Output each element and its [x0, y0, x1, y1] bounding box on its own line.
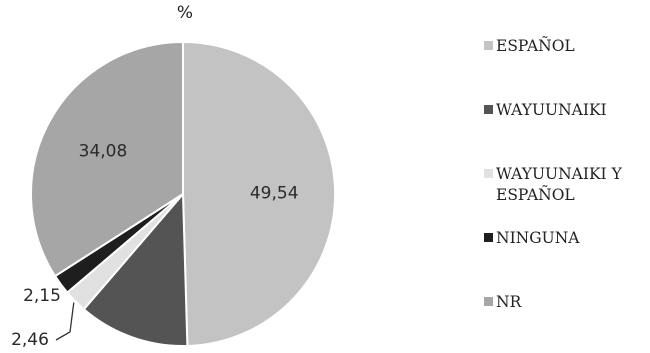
legend-swatch-espa-ol — [484, 41, 493, 50]
legend-label-wayuunaiki-y-espa-ol: WAYUUNAIKI Y ESPAÑOL — [496, 165, 622, 204]
legend-label-ninguna: NINGUNA — [496, 229, 580, 247]
legend-swatch-nr — [484, 297, 493, 306]
legend-swatch-ninguna — [484, 233, 493, 242]
legend-label-espa-ol: ESPAÑOL — [496, 37, 575, 55]
chart-title: % — [176, 3, 194, 23]
pie-slice-nr — [30, 40, 184, 278]
legend-item-nr: NR — [484, 292, 646, 313]
data-label-nr: 34,08 — [79, 141, 128, 161]
legend-item-ninguna: NINGUNA — [484, 228, 646, 249]
legend-label-nr: NR — [496, 293, 522, 311]
legend-item-wayuunaiki-y-espa-ol: WAYUUNAIKI Y ESPAÑOL — [484, 164, 646, 206]
data-label-ninguna: 2,15 — [23, 286, 61, 306]
leader-line-wayuunaiki-y-espa-ol — [55, 302, 75, 341]
legend-swatch-wayuunaiki — [484, 105, 493, 114]
legend-item-espa-ol: ESPAÑOL — [484, 36, 646, 57]
pie-slice-wayuunaiki — [82, 191, 189, 347]
pie-slice-espa-ol — [182, 40, 337, 347]
data-label-wayuunaiki-y-espa-ol: 2,46 — [11, 330, 49, 350]
legend-item-wayuunaiki: WAYUUNAIKI — [484, 100, 646, 121]
legend-label-wayuunaiki: WAYUUNAIKI — [496, 101, 607, 119]
data-label-espa-ol: 49,54 — [250, 184, 299, 204]
legend-swatch-wayuunaiki-y-espa-ol — [484, 169, 493, 178]
